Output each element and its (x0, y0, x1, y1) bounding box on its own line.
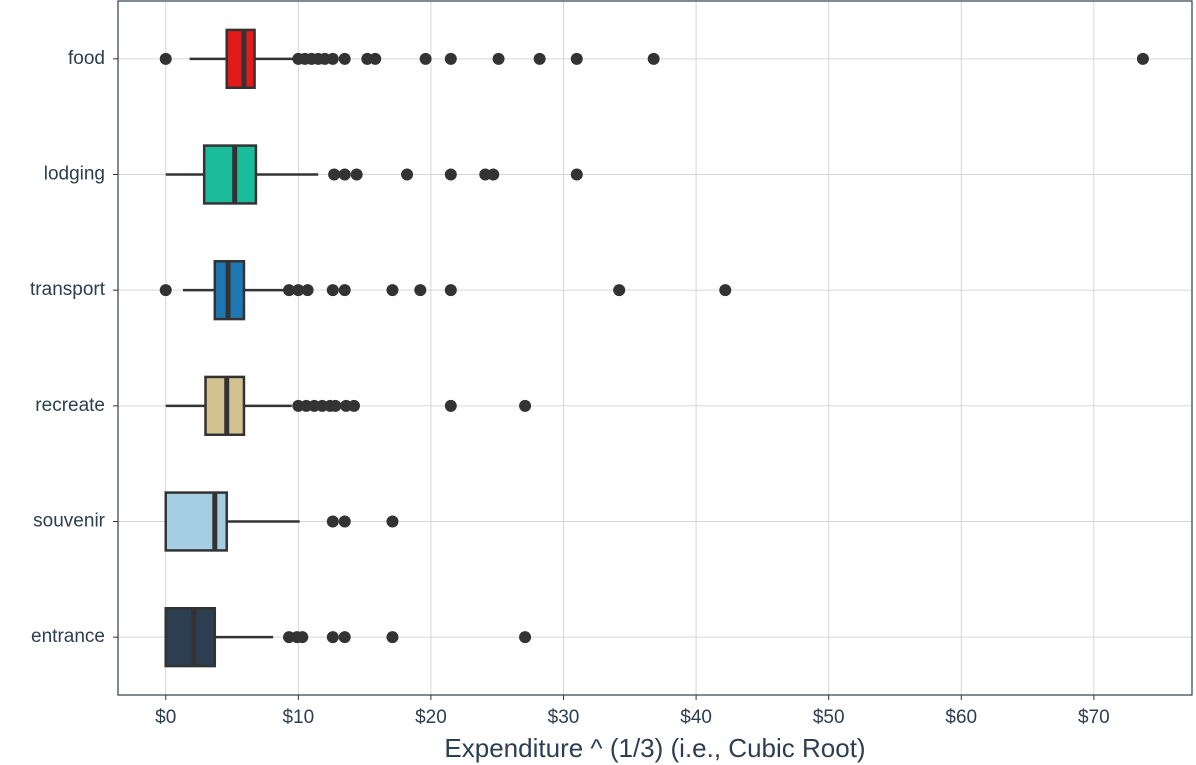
outlier (328, 168, 341, 181)
outlier (386, 631, 399, 644)
x-tick-label: $30 (548, 707, 580, 728)
y-tick-label: souvenir (33, 511, 105, 532)
x-tick-label: $20 (415, 707, 447, 728)
outlier (338, 168, 351, 181)
outlier (570, 52, 583, 65)
box (164, 491, 228, 552)
outlier (419, 52, 432, 65)
outlier (519, 631, 532, 644)
outlier (326, 515, 339, 528)
y-tick-label: recreate (35, 395, 105, 416)
x-tick-label: $10 (282, 707, 314, 728)
x-tick-label: $50 (813, 707, 845, 728)
outlier (519, 399, 532, 412)
outlier (329, 399, 342, 412)
outlier (492, 52, 505, 65)
outlier (386, 515, 399, 528)
outlier (613, 284, 626, 297)
outlier (326, 52, 339, 65)
outlier (296, 631, 309, 644)
outlier (444, 52, 457, 65)
y-tick-label: lodging (44, 164, 105, 185)
outlier (444, 399, 457, 412)
plot-frame (117, 0, 1193, 696)
outlier (159, 52, 172, 65)
x-axis-label: Expenditure ^ (1/3) (i.e., Cubic Root) (444, 733, 865, 763)
outlier (533, 52, 546, 65)
outlier (283, 284, 296, 297)
outlier (386, 284, 399, 297)
outlier (1136, 52, 1149, 65)
outlier (338, 631, 351, 644)
outlier (369, 52, 382, 65)
x-tick-label: $0 (155, 707, 176, 728)
outlier (348, 399, 361, 412)
box (202, 144, 258, 205)
outlier (326, 631, 339, 644)
outlier (338, 284, 351, 297)
outlier (487, 168, 500, 181)
x-tick-label: $40 (680, 707, 712, 728)
y-tick-label: transport (30, 279, 106, 300)
y-tick-label: entrance (31, 626, 105, 647)
x-tick-label: $60 (945, 707, 977, 728)
outlier (301, 284, 314, 297)
outlier (350, 168, 363, 181)
outlier (338, 515, 351, 528)
x-tick-label: $70 (1078, 707, 1110, 728)
y-tick-label: food (68, 48, 105, 69)
outlier (401, 168, 414, 181)
outlier (326, 284, 339, 297)
outlier (570, 168, 583, 181)
outlier (292, 284, 305, 297)
outlier (647, 52, 660, 65)
outlier (414, 284, 427, 297)
outlier (338, 52, 351, 65)
box (225, 28, 256, 89)
outlier (719, 284, 732, 297)
outlier (444, 284, 457, 297)
outlier (159, 284, 172, 297)
box (164, 607, 217, 668)
outlier (444, 168, 457, 181)
